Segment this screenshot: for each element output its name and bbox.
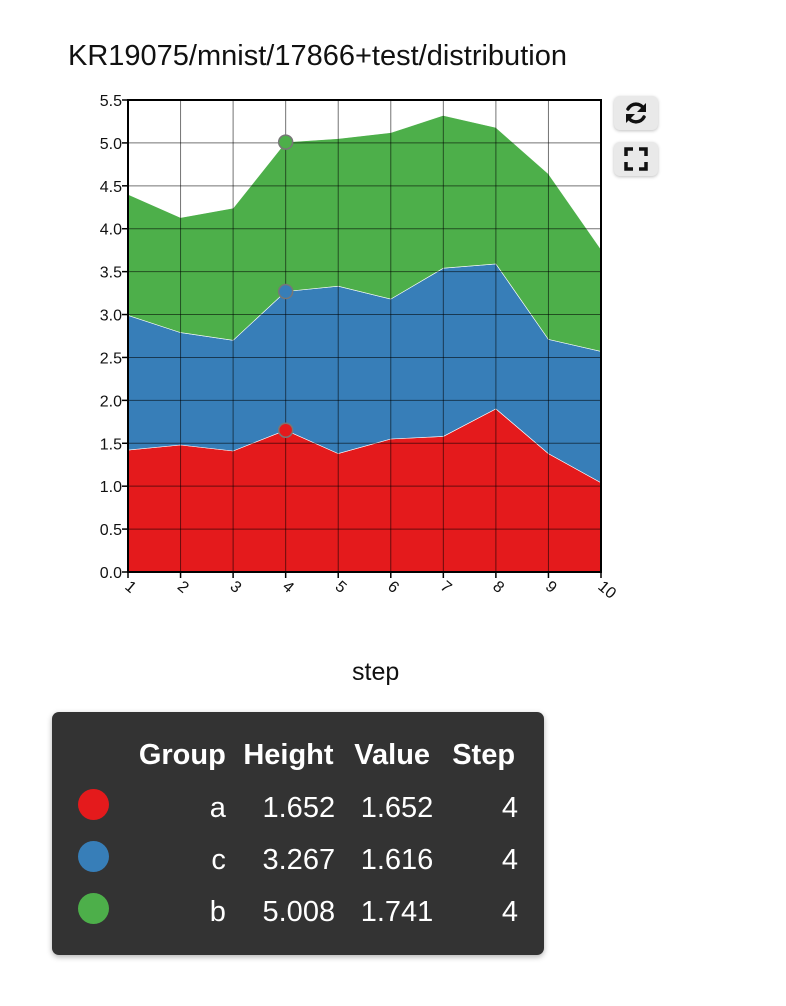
tooltip-group: c xyxy=(211,843,226,876)
x-axis: 1 2 3 4 5 6 7 8 9 10 xyxy=(121,572,619,603)
tooltip-group: a xyxy=(209,791,226,824)
refresh-button[interactable] xyxy=(614,96,658,130)
tooltip-height: 3.267 xyxy=(262,843,336,876)
y-tick-label: 0.5 xyxy=(100,522,122,539)
tooltip-table: Group Height Value Step a 1.652 1.652 4 … xyxy=(52,730,544,938)
area-chart[interactable]: 0.0 0.5 1.0 1.5 2.0 2.5 3.0 3.5 4.0 4.5 5.0 5.5 1 2 3… xyxy=(0,0,786,640)
tooltip-header-group: Group xyxy=(138,738,226,771)
x-axis-label: step xyxy=(352,658,400,686)
stacked-areas xyxy=(127,115,602,573)
x-tick-label: 2 xyxy=(174,578,192,597)
fullscreen-icon xyxy=(624,147,648,171)
tooltip-row: b 5.008 1.741 4 xyxy=(52,886,544,938)
y-tick-label: 5.5 xyxy=(100,93,122,110)
tooltip: Group Height Value Step a 1.652 1.652 4 … xyxy=(52,712,544,955)
tooltip-step: 4 xyxy=(501,895,518,928)
plot-frame xyxy=(127,99,602,573)
tooltip-header-row: Group Height Value Step xyxy=(52,730,544,782)
y-tick-label: 2.5 xyxy=(100,350,122,367)
tooltip-value: 1.616 xyxy=(360,843,434,876)
tooltip-row: a 1.652 1.652 4 xyxy=(52,782,544,834)
tooltip-header-value: Value xyxy=(354,738,431,771)
y-tick-label: 3.5 xyxy=(100,265,122,282)
x-tick-label: 10 xyxy=(594,578,619,603)
hover-markers xyxy=(277,134,294,438)
x-tick-label: 3 xyxy=(227,578,245,597)
tooltip-value: 1.652 xyxy=(360,791,434,824)
y-tick-label: 5.0 xyxy=(100,136,122,153)
refresh-icon xyxy=(626,102,646,124)
y-tick-label: 0.0 xyxy=(100,565,122,582)
x-tick-label: 5 xyxy=(332,578,350,597)
tooltip-step: 4 xyxy=(501,791,518,824)
y-tick-label: 4.5 xyxy=(100,179,122,196)
fullscreen-button[interactable] xyxy=(614,142,658,176)
x-tick-label: 4 xyxy=(279,578,297,597)
hover-marker-c xyxy=(277,283,294,300)
x-tick-label: 6 xyxy=(384,578,402,597)
tooltip-height: 1.652 xyxy=(262,791,336,824)
grid-lines xyxy=(127,99,602,573)
y-tick-label: 3.0 xyxy=(100,308,122,325)
series-swatch xyxy=(77,840,109,872)
hover-marker-a xyxy=(277,422,294,438)
tooltip-step: 4 xyxy=(501,843,518,876)
y-tick-label: 4.0 xyxy=(100,222,122,239)
tooltip-header-height: Height xyxy=(243,738,334,771)
tooltip-value: 1.741 xyxy=(360,895,434,928)
tooltip-height: 5.008 xyxy=(262,895,336,928)
y-axis: 0.0 0.5 1.0 1.5 2.0 2.5 3.0 3.5 4.0 4.5 5.0 5.5 xyxy=(100,93,128,582)
tooltip-header-swatch xyxy=(52,730,131,782)
tooltip-group: b xyxy=(209,895,226,928)
series-swatch xyxy=(77,788,109,820)
y-tick-label: 1.5 xyxy=(100,436,122,453)
tooltip-row: c 3.267 1.616 4 xyxy=(52,834,544,886)
x-tick-label: 1 xyxy=(121,578,139,597)
y-tick-label: 1.0 xyxy=(100,479,122,496)
x-tick-label: 9 xyxy=(542,578,560,597)
tooltip-header-step: Step xyxy=(452,738,516,771)
hover-marker-b xyxy=(277,134,294,150)
y-tick-label: 2.0 xyxy=(100,393,122,410)
series-swatch xyxy=(77,892,109,924)
x-tick-label: 7 xyxy=(437,578,455,597)
chart-title: KR19075/mnist/17866+test/distribution xyxy=(68,40,567,72)
x-tick-label: 8 xyxy=(489,578,507,597)
